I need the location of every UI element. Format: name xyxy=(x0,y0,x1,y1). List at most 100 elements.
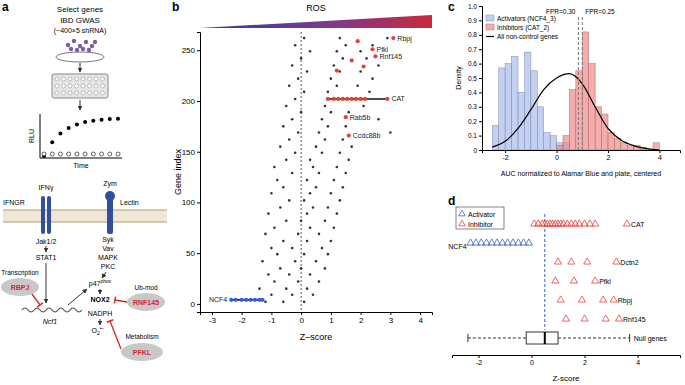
point xyxy=(333,98,336,101)
x-axis-line xyxy=(201,313,433,316)
assay-label: Time xyxy=(73,162,88,169)
point xyxy=(258,287,261,290)
point xyxy=(385,97,389,101)
header: IBD GWAS xyxy=(60,16,100,25)
point xyxy=(291,64,294,67)
tick-mark xyxy=(361,312,362,315)
point xyxy=(324,219,327,222)
well xyxy=(62,91,66,95)
cell xyxy=(81,47,85,51)
ligand: IFNγ xyxy=(39,184,54,192)
assay-label: RLU xyxy=(28,129,35,143)
tick-label: 0 xyxy=(530,359,534,366)
point xyxy=(377,118,380,121)
x-tick: 4 xyxy=(658,150,662,161)
y-tick: 0.1 xyxy=(468,132,482,139)
point xyxy=(377,64,380,67)
point xyxy=(623,220,630,226)
y-axis-title: Density xyxy=(455,66,463,90)
point xyxy=(330,192,333,195)
point xyxy=(344,172,347,175)
assay-icon-dot xyxy=(108,117,112,121)
y-axis-line xyxy=(197,33,201,313)
well xyxy=(101,77,105,81)
point xyxy=(327,206,330,209)
well xyxy=(94,91,98,95)
well xyxy=(81,77,85,81)
y-tick: 0.9 xyxy=(468,17,482,24)
point xyxy=(282,125,285,128)
point xyxy=(365,57,368,60)
x-tick: -3 xyxy=(209,312,217,325)
assay-icon-dot xyxy=(91,152,95,156)
cell xyxy=(84,40,88,44)
point xyxy=(345,97,349,101)
reference-line xyxy=(544,214,545,330)
tick-mark xyxy=(585,355,586,358)
pathway-node: O2•− xyxy=(92,325,105,336)
point xyxy=(332,97,336,101)
whisker xyxy=(558,338,630,339)
point xyxy=(282,240,285,243)
tick-mark xyxy=(557,150,558,153)
tick-label: -2 xyxy=(503,154,509,161)
well xyxy=(62,84,66,88)
modulator-gene: RBPJ xyxy=(11,284,30,291)
point xyxy=(324,267,327,270)
point xyxy=(303,253,306,256)
point xyxy=(347,133,351,137)
hist-bar xyxy=(582,32,588,150)
legend-label: All non-control genes xyxy=(497,33,559,41)
threshold-line xyxy=(578,17,579,150)
process: Metabolism xyxy=(125,333,158,340)
point xyxy=(309,226,312,229)
point xyxy=(359,97,363,101)
point xyxy=(288,84,291,87)
whisker-cap xyxy=(467,334,468,342)
panel-d: CATNCF4Dctn2PfklRbpjRnf145Null genesActi… xyxy=(448,207,680,383)
density-line xyxy=(492,74,659,150)
point xyxy=(327,91,330,94)
legend-label: Activators (NCF4_3) xyxy=(497,15,556,23)
point xyxy=(341,97,345,101)
point xyxy=(306,240,309,243)
header: Select genes xyxy=(57,5,103,14)
point xyxy=(294,260,297,263)
y-tick: 0.3 xyxy=(468,103,482,110)
receptor xyxy=(47,196,51,234)
point xyxy=(273,280,276,283)
well xyxy=(81,91,85,95)
plot-area xyxy=(229,32,395,312)
point xyxy=(324,138,327,141)
tick-label: 0.9 xyxy=(468,17,477,24)
pathway-node: NOX2 xyxy=(90,296,109,303)
point xyxy=(318,131,321,134)
point xyxy=(373,54,377,58)
arrow xyxy=(80,63,81,72)
assay-icon-dot xyxy=(83,120,87,124)
assay-icon-dot xyxy=(116,117,120,121)
point-label: Ccdc88b xyxy=(353,132,381,139)
x-tick: 2 xyxy=(583,355,587,366)
point xyxy=(361,64,365,68)
point xyxy=(297,131,300,134)
x-tick: 0 xyxy=(299,312,304,325)
point xyxy=(341,57,344,60)
y-axis: 050100150200250 xyxy=(182,33,201,313)
point xyxy=(350,58,354,62)
tick-label: -3 xyxy=(209,316,217,325)
point xyxy=(321,151,324,154)
x-tick: 0 xyxy=(555,150,559,161)
receptor xyxy=(41,196,45,234)
point xyxy=(264,301,267,304)
legend-swatch xyxy=(486,24,494,30)
arrow xyxy=(80,100,81,110)
y-tick: 0.6 xyxy=(468,60,482,67)
x-axis: -3-2-101234 xyxy=(201,312,433,325)
header: (~400×5 shRNA) xyxy=(54,27,107,35)
point xyxy=(229,298,233,302)
tick-mark xyxy=(479,121,482,122)
y-axis: 00.10.20.30.40.50.60.70.80.91.0 xyxy=(468,3,483,154)
tick-label: 0.8 xyxy=(468,31,477,38)
figure: abcdSelect genesIBD GWAS(~400×5 shRNA)RL… xyxy=(0,0,685,385)
